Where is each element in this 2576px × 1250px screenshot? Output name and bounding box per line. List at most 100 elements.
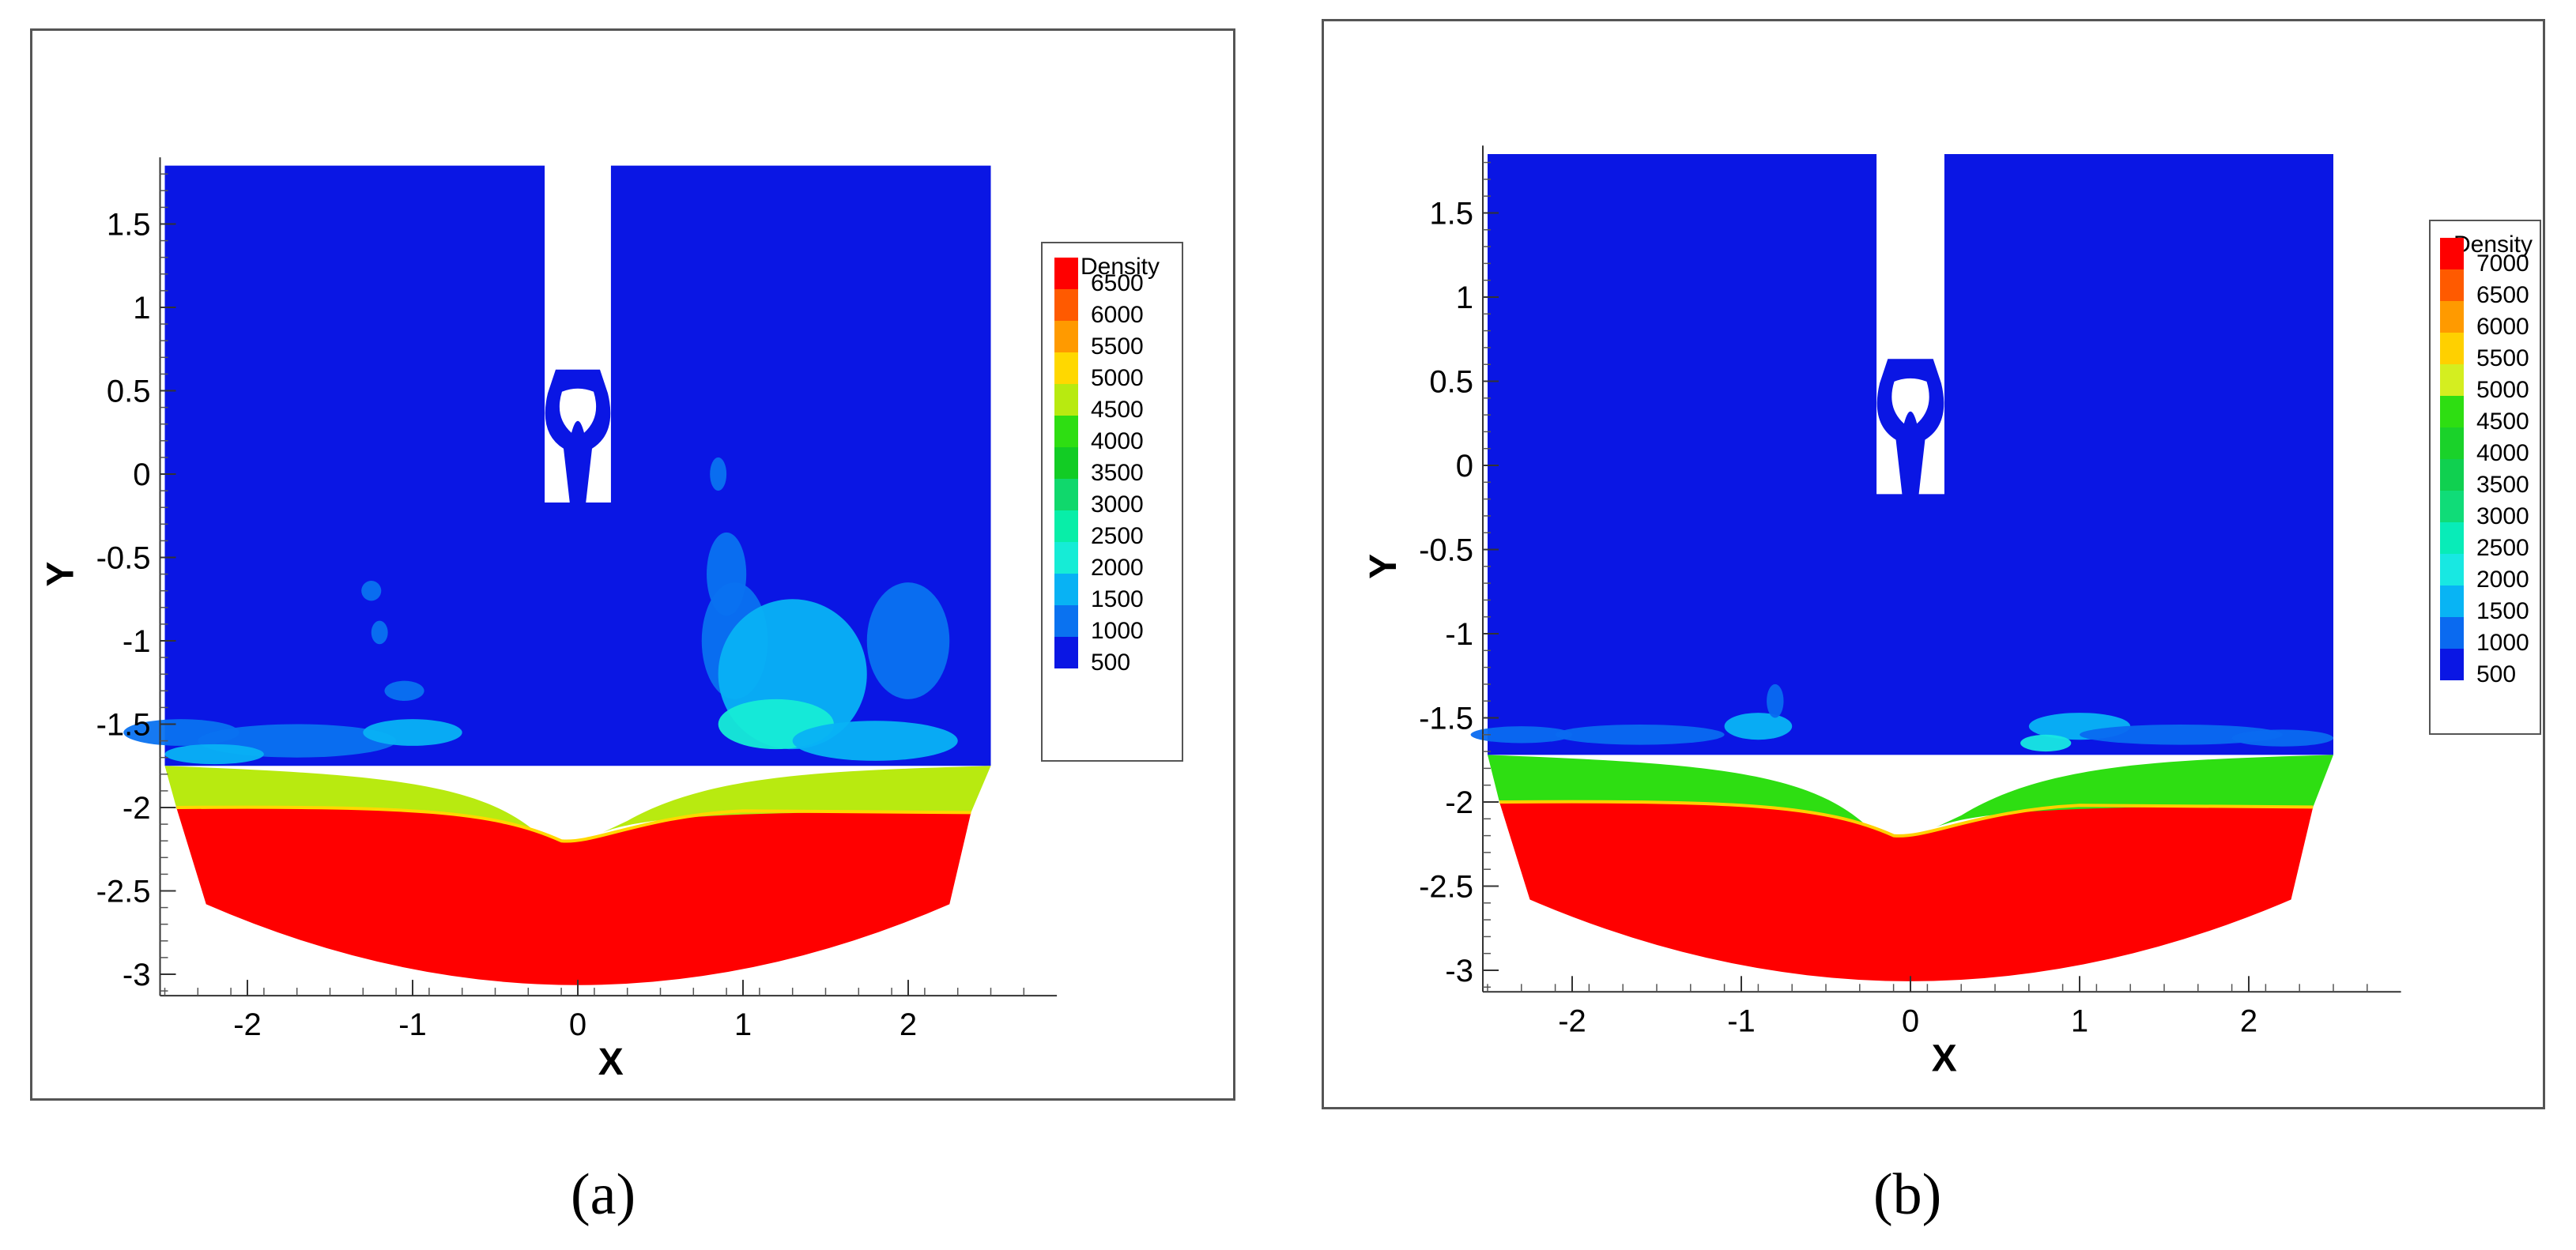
legend-swatch (2440, 649, 2464, 680)
x-tick-label: 0 (1902, 1003, 1919, 1038)
spray-patch (1470, 726, 1572, 744)
y-axis-label: Y (40, 562, 82, 587)
y-tick-label: -3 (123, 958, 151, 992)
x-tick-label: -1 (398, 1007, 427, 1042)
legend-level-label: 1000 (1091, 618, 1144, 644)
y-tick-label: -0.5 (1419, 533, 1473, 568)
x-tick-label: 0 (569, 1007, 586, 1042)
y-tick-label: -2.5 (96, 875, 151, 909)
y-tick-label: -1.5 (96, 708, 151, 743)
spray-patch (2080, 725, 2283, 745)
spray-patch (710, 457, 727, 491)
legend-level-label: 4500 (2476, 409, 2529, 435)
spray-patch (164, 744, 264, 765)
density-contour-plot-b: 1.5 1 0.5 0 -0.5 -1 -1.5 -2 -2.5 -3 -2 -1 0 1 2 X Y Densi… (1363, 145, 2541, 1079)
steel-region (1499, 801, 2314, 981)
legend-swatch (2440, 554, 2464, 585)
legend-swatch (1054, 637, 1078, 668)
x-axis-label: X (598, 1041, 624, 1083)
legend-level-label: 4000 (2476, 440, 2529, 466)
legend-swatch (2440, 269, 2464, 301)
y-tick-label: -1 (1445, 617, 1473, 652)
legend-swatch (1054, 574, 1078, 605)
y-tick-label: -2 (1445, 785, 1473, 820)
y-tick-label: 0 (133, 457, 150, 492)
spray-patch (2020, 734, 2072, 752)
spray-patch (2231, 729, 2333, 747)
legend-title: Density (1081, 254, 1160, 280)
legend-swatch (2440, 459, 2464, 491)
legend-swatch (1054, 416, 1078, 447)
caption-a: (a) (571, 1162, 636, 1227)
spray-patch (792, 721, 958, 761)
figure-panel-a: 1.5 1 0.5 0 -0.5 -1 -1.5 -2 -2.5 -3 -2 -1 0 1 2 X Y Densi… (30, 28, 1235, 1101)
y-tick-label: 0.5 (107, 375, 151, 409)
legend-swatch (2440, 617, 2464, 649)
x-tick-label: 1 (734, 1007, 752, 1042)
legend-level-label: 1500 (1091, 586, 1144, 612)
legend-level-label: 3500 (1091, 460, 1144, 486)
legend-swatch (2440, 301, 2464, 333)
legend-swatch (1054, 510, 1078, 542)
caption-b: (b) (1873, 1162, 1942, 1227)
x-tick-label: -2 (1558, 1003, 1586, 1038)
legend-swatch (1054, 447, 1078, 479)
y-tick-label: -3 (1445, 954, 1473, 988)
x-axis-label: X (1932, 1037, 1957, 1079)
legend-swatch (2440, 491, 2464, 522)
y-tick-label: 1 (1456, 280, 1473, 315)
bentonite-layer-left (164, 766, 562, 841)
legend-level-label: 3000 (1091, 491, 1144, 518)
air-region (1488, 153, 2333, 755)
legend-level-label: 2000 (1091, 555, 1144, 581)
legend-title: Density (2453, 232, 2533, 258)
bentonite-layer-left (1488, 755, 1894, 836)
spray-patch (1555, 725, 1725, 745)
y-tick-label: -2 (123, 791, 151, 826)
legend-swatch (2440, 585, 2464, 617)
legend-level-label: 1500 (2476, 598, 2529, 624)
legend-swatch (1054, 479, 1078, 510)
y-tick-label: 1.5 (1429, 197, 1473, 232)
legend-level-label: 4000 (1091, 428, 1144, 454)
y-tick-label: -0.5 (96, 541, 151, 576)
y-tick-label: 1 (133, 291, 150, 326)
legend-level-label: 500 (1091, 649, 1130, 676)
y-axis-label: Y (1363, 554, 1405, 579)
legend-swatch (1054, 384, 1078, 416)
density-contour-plot-a: 1.5 1 0.5 0 -0.5 -1 -1.5 -2 -2.5 -3 -2 -1 0 1 2 X Y Densi… (40, 157, 1183, 1083)
legend-swatch (1054, 321, 1078, 352)
legend-swatch (2440, 396, 2464, 427)
legend-swatch (2440, 522, 2464, 554)
y-tick-label: -2.5 (1419, 870, 1473, 905)
legend-level-label: 5000 (2476, 377, 2529, 403)
object-cavity (559, 388, 597, 433)
legend-swatch (1054, 289, 1078, 321)
legend-level-label: 6500 (2476, 282, 2529, 308)
legend-level-label: 5000 (1091, 365, 1144, 391)
x-tick-label: -2 (233, 1007, 262, 1042)
x-tick-label: 1 (2071, 1003, 2088, 1038)
legend-swatch (1054, 258, 1078, 289)
figure-panel-b: 1.5 1 0.5 0 -0.5 -1 -1.5 -2 -2.5 -3 -2 -1 0 1 2 X Y Densi… (1322, 19, 2545, 1109)
spray-patch (361, 581, 382, 601)
legend-swatch (1054, 352, 1078, 384)
legend-level-label: 6500 (1091, 270, 1144, 296)
legend-level-label: 6000 (2476, 314, 2529, 340)
legend-level-label: 2500 (1091, 523, 1144, 549)
x-tick-label: 2 (900, 1007, 917, 1042)
legend-level-label: 7000 (2476, 250, 2529, 277)
spray-patch (1724, 713, 1793, 740)
legend-level-label: 6000 (1091, 302, 1144, 328)
legend-level-label: 1000 (2476, 630, 2529, 656)
legend-swatch (2440, 427, 2464, 459)
legend-level-label: 5500 (1091, 333, 1144, 360)
legend-level-label: 5500 (2476, 345, 2529, 371)
legend-swatch (1054, 605, 1078, 637)
x-tick-label: -1 (1727, 1003, 1756, 1038)
y-tick-label: 1.5 (107, 208, 151, 243)
legend-level-label: 3000 (2476, 503, 2529, 529)
spray-patch (1767, 683, 1784, 718)
